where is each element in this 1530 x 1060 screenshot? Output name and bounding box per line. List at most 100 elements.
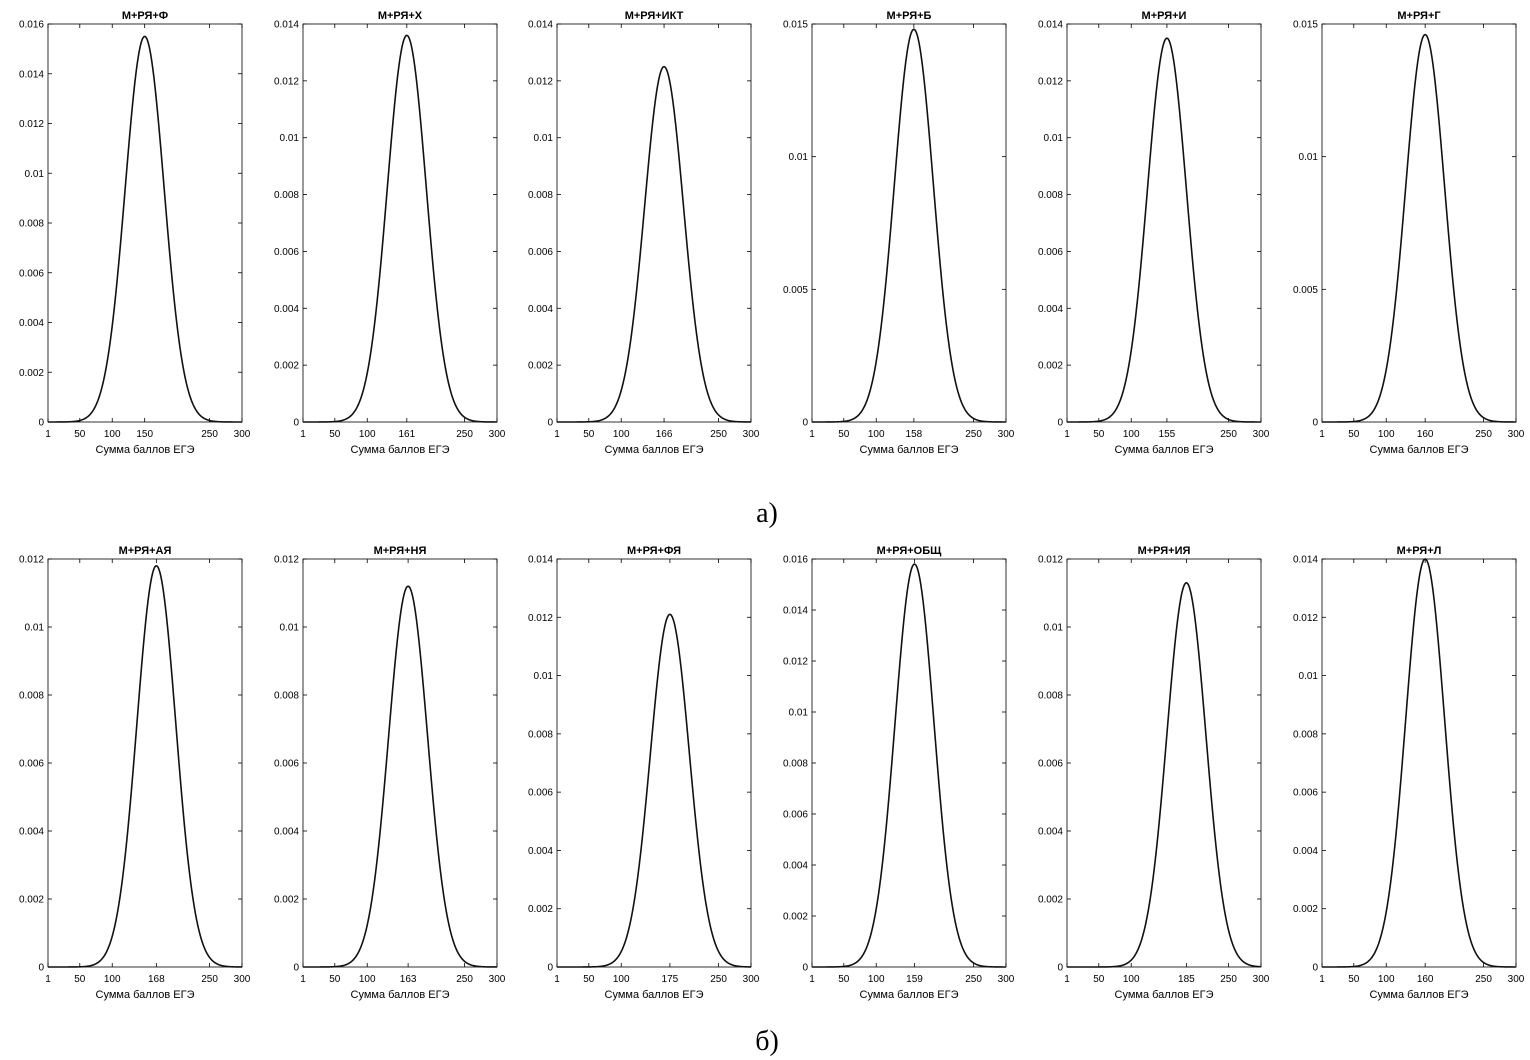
x-tick-label: 1 <box>1319 974 1325 985</box>
y-tick-label: 0.015 <box>1293 20 1318 31</box>
x-tick-label: 100 <box>613 974 630 985</box>
chart-10: М+РЯ+ОБЩ 1 50 100 159 250 300 0 0.002 0.004 0.006 0… <box>783 545 1015 1001</box>
x-tick-label: 300 <box>1253 429 1270 440</box>
x-axis-label: Сумма баллов ЕГЭ <box>860 444 959 456</box>
density-curve <box>556 613 752 968</box>
chart-6: М+РЯ+Г 1 50 100 160 250 300 0 0.005 0.01 0.015 Сумм… <box>1293 10 1525 456</box>
y-tick-label: 0.014 <box>1293 555 1318 566</box>
chart-2: М+РЯ+Х 1 50 100 161 250 300 0 0.002 0.004 0.006 0.0… <box>274 10 506 456</box>
density-curve <box>1066 582 1262 968</box>
y-tick-label: 0.012 <box>19 119 44 130</box>
density-curve <box>811 563 1007 968</box>
chart-title: М+РЯ+НЯ <box>374 545 427 557</box>
y-tick-label: 0 <box>293 418 299 429</box>
x-tick-label: 1 <box>300 974 306 985</box>
x-axis-label: Сумма баллов ЕГЭ <box>351 444 450 456</box>
chart-3: М+РЯ+ИКТ 1 50 100 166 250 300 0 0.002 0.004 0.006 0… <box>528 10 760 456</box>
x-tick-label: 1 <box>809 974 815 985</box>
y-tick-label: 0.002 <box>19 895 44 906</box>
x-tick-label: 1 <box>554 974 560 985</box>
y-tick-label: 0.008 <box>19 219 44 230</box>
axes-box <box>556 23 752 423</box>
y-tick-label: 0.008 <box>1293 729 1318 740</box>
y-tick-label: 0 <box>38 963 44 974</box>
y-tick-label: 0 <box>1057 418 1063 429</box>
y-tick-label: 0.005 <box>1293 285 1318 296</box>
y-tick-label: 0.014 <box>274 20 299 31</box>
x-tick-label: 150 <box>136 429 153 440</box>
axes-box <box>1066 23 1262 423</box>
x-tick-label: 1 <box>1319 429 1325 440</box>
axes-box <box>1321 558 1517 968</box>
x-tick-label: 50 <box>583 429 595 440</box>
y-tick-label: 0.006 <box>274 759 299 770</box>
chart-title: М+РЯ+ИКТ <box>625 10 684 22</box>
y-tick-label: 0.008 <box>274 691 299 702</box>
y-tick-label: 0 <box>1057 963 1063 974</box>
y-tick-label: 0.006 <box>274 247 299 258</box>
chart-title: М+РЯ+АЯ <box>119 545 172 557</box>
density-curve <box>302 585 498 968</box>
x-tick-label: 250 <box>965 974 982 985</box>
chart-title: М+РЯ+ИЯ <box>1138 545 1191 557</box>
y-tick-label: 0 <box>1312 418 1318 429</box>
x-tick-label: 100 <box>1123 429 1140 440</box>
x-tick-label: 161 <box>398 429 415 440</box>
chart-9: М+РЯ+ФЯ 1 50 100 175 250 300 0 0.002 0.004 0.006 0.… <box>528 545 760 1001</box>
x-tick-label: 158 <box>906 429 923 440</box>
chart-title: М+РЯ+Ф <box>122 10 168 22</box>
x-tick-label: 175 <box>662 974 679 985</box>
y-tick-label: 0.014 <box>19 69 44 80</box>
x-tick-label: 100 <box>1378 429 1395 440</box>
x-tick-label: 160 <box>1417 429 1434 440</box>
y-tick-label: 0.016 <box>19 20 44 31</box>
plots-container: М+РЯ+Ф1 50 100 150 250 30000.0020.0040.0060.0… <box>19 10 1525 1001</box>
x-tick-label: 100 <box>104 974 121 985</box>
y-tick-label: 0.002 <box>783 912 808 923</box>
density-curve <box>47 565 243 968</box>
x-tick-label: 100 <box>868 974 885 985</box>
y-tick-label: 0.012 <box>528 613 553 624</box>
y-tick-label: 0.006 <box>528 247 553 258</box>
y-tick-label: 0.006 <box>19 759 44 770</box>
y-tick-label: 0.012 <box>274 555 299 566</box>
chart-1: М+РЯ+Ф1 50 100 150 250 30000.0020.0040.0060.0… <box>19 10 251 456</box>
y-tick-label: 0.014 <box>528 20 553 31</box>
y-tick-label: 0.014 <box>783 606 808 617</box>
axes-box <box>811 23 1007 423</box>
x-tick-label: 1 <box>300 429 306 440</box>
chart-title: М+РЯ+Г <box>1397 10 1441 22</box>
chart-title: М+РЯ+ОБЩ <box>877 545 942 557</box>
x-tick-label: 166 <box>656 429 673 440</box>
y-tick-label: 0.004 <box>528 304 553 315</box>
x-tick-label: 185 <box>1178 974 1195 985</box>
y-tick-label: 0.002 <box>528 904 553 915</box>
y-tick-label: 0 <box>802 963 808 974</box>
x-tick-label: 250 <box>710 974 727 985</box>
y-tick-label: 0.01 <box>1044 133 1064 144</box>
x-tick-label: 300 <box>998 974 1015 985</box>
x-tick-label: 100 <box>613 429 630 440</box>
x-axis-label: Сумма баллов ЕГЭ <box>96 989 195 1001</box>
x-tick-label: 50 <box>74 974 86 985</box>
y-tick-label: 0.008 <box>274 190 299 201</box>
y-tick-label: 0.006 <box>528 788 553 799</box>
x-tick-label: 50 <box>329 429 341 440</box>
y-tick-label: 0.002 <box>1038 895 1063 906</box>
y-tick-label: 0.008 <box>19 691 44 702</box>
y-tick-label: 0 <box>547 963 553 974</box>
x-axis-label: Сумма баллов ЕГЭ <box>1115 989 1214 1001</box>
axes-box <box>302 23 498 423</box>
y-tick-label: 0.01 <box>534 133 554 144</box>
density-curve <box>1321 558 1517 968</box>
chart-4: М+РЯ+Б 1 50 100 158 250 300 0 0.005 0.01 0.015 Сумм… <box>783 10 1015 456</box>
x-tick-label: 50 <box>1348 974 1360 985</box>
y-tick-label: 0.002 <box>274 895 299 906</box>
y-tick-label: 0.008 <box>783 759 808 770</box>
y-tick-label: 0.004 <box>19 827 44 838</box>
x-tick-label: 300 <box>489 974 506 985</box>
y-tick-label: 0.004 <box>1293 846 1318 857</box>
x-tick-label: 250 <box>1475 974 1492 985</box>
x-axis-label: Сумма баллов ЕГЭ <box>1370 444 1469 456</box>
y-tick-label: 0.012 <box>1293 613 1318 624</box>
